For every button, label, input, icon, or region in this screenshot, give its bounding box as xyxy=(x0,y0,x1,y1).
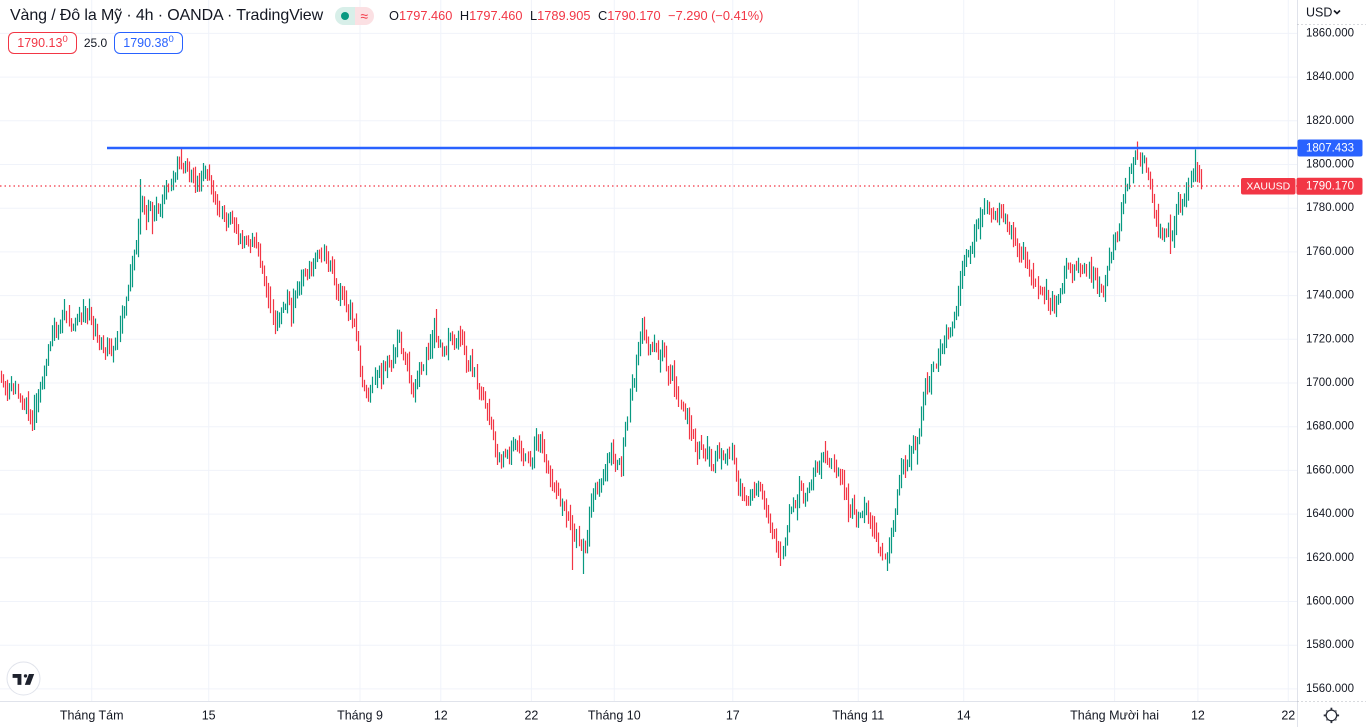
svg-text:1760.000: 1760.000 xyxy=(1306,246,1354,258)
svg-text:12: 12 xyxy=(1191,709,1205,723)
svg-text:1580.000: 1580.000 xyxy=(1306,639,1354,651)
svg-text:14: 14 xyxy=(957,709,971,723)
svg-text:Tháng 11: Tháng 11 xyxy=(832,709,884,723)
svg-text:1780.000: 1780.000 xyxy=(1306,202,1354,214)
svg-text:Tháng Tám: Tháng Tám xyxy=(60,709,124,723)
svg-text:1620.000: 1620.000 xyxy=(1306,552,1354,564)
svg-text:1800.000: 1800.000 xyxy=(1306,159,1354,171)
svg-text:15: 15 xyxy=(202,709,216,723)
svg-text:1820.000: 1820.000 xyxy=(1306,115,1354,127)
svg-text:1560.000: 1560.000 xyxy=(1306,683,1354,695)
svg-text:1840.000: 1840.000 xyxy=(1306,71,1354,83)
svg-text:1600.000: 1600.000 xyxy=(1306,596,1354,608)
svg-text:1700.000: 1700.000 xyxy=(1306,377,1354,389)
svg-text:22: 22 xyxy=(524,709,538,723)
svg-text:1860.000: 1860.000 xyxy=(1306,27,1354,39)
svg-text:1740.000: 1740.000 xyxy=(1306,290,1354,302)
svg-text:22: 22 xyxy=(1281,709,1295,723)
svg-text:1640.000: 1640.000 xyxy=(1306,508,1354,520)
svg-text:Tháng 9: Tháng 9 xyxy=(337,709,383,723)
svg-text:USD: USD xyxy=(1306,6,1332,20)
svg-text:1660.000: 1660.000 xyxy=(1306,464,1354,476)
svg-text:1807.433: 1807.433 xyxy=(1306,142,1354,154)
svg-text:1790.170: 1790.170 xyxy=(1306,181,1354,193)
svg-text:Tháng Mười hai: Tháng Mười hai xyxy=(1070,709,1159,723)
svg-text:XAUUSD: XAUUSD xyxy=(1246,181,1290,193)
svg-text:12: 12 xyxy=(434,709,448,723)
svg-text:17: 17 xyxy=(726,709,740,723)
svg-text:Tháng 10: Tháng 10 xyxy=(588,709,641,723)
svg-text:1680.000: 1680.000 xyxy=(1306,421,1354,433)
svg-text:1720.000: 1720.000 xyxy=(1306,333,1354,345)
